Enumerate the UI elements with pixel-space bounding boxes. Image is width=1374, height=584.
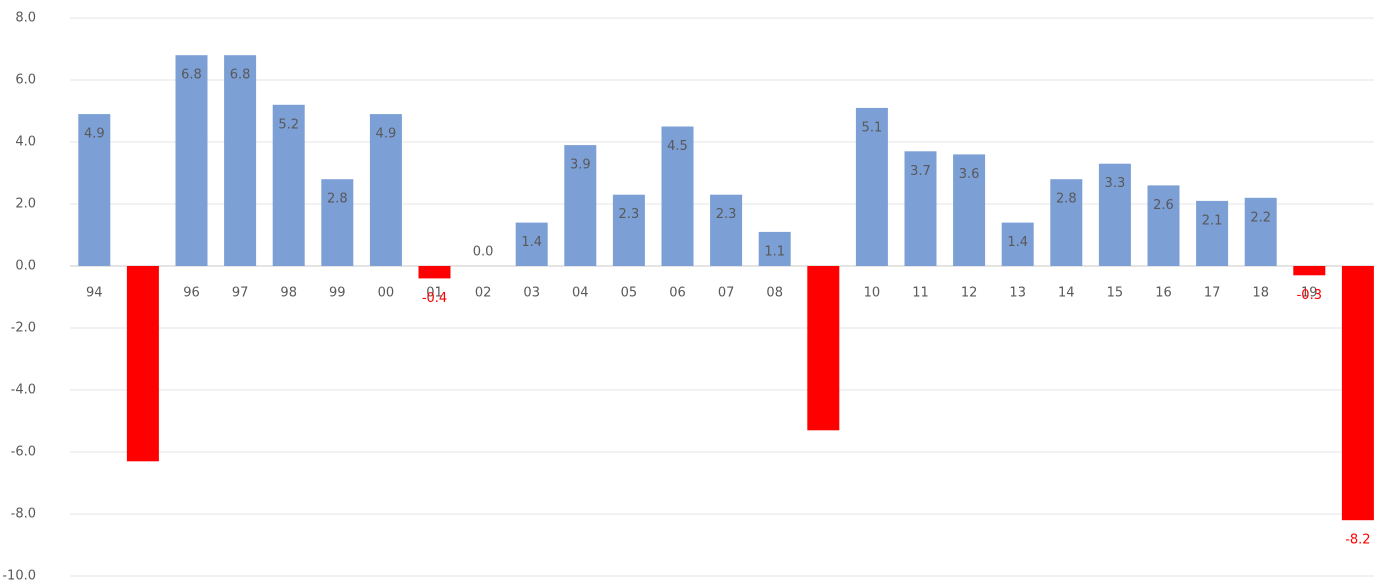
data-label: 2.8 (1056, 192, 1077, 207)
x-tick-label: 94 (86, 286, 103, 301)
data-label: 4.9 (376, 127, 397, 142)
data-label: 1.4 (1007, 235, 1028, 250)
bar (1098, 163, 1131, 266)
bar (1001, 222, 1034, 266)
x-tick-label: 06 (669, 286, 686, 301)
x-tick-label: 19 (1301, 286, 1318, 301)
bar (1293, 266, 1326, 276)
x-tick-label: 18 (1252, 286, 1269, 301)
data-label: 3.6 (959, 167, 980, 182)
x-tick-label: 17 (1204, 286, 1221, 301)
data-label: 6.8 (181, 68, 202, 83)
bar (78, 114, 111, 266)
bar (272, 104, 305, 266)
data-label: 1.4 (521, 235, 542, 250)
y-tick-label: 6.0 (15, 73, 36, 88)
bar (321, 179, 354, 266)
data-label: 4.9 (84, 127, 105, 142)
bar (710, 194, 743, 266)
y-tick-label: -2.0 (11, 321, 36, 336)
bar (515, 222, 548, 266)
data-label: 2.3 (619, 207, 640, 222)
x-tick-label: 11 (912, 286, 929, 301)
y-tick-label: -4.0 (11, 383, 36, 398)
y-tick-label: 2.0 (15, 197, 36, 212)
data-label: 3.9 (570, 158, 591, 173)
y-tick-label: 4.0 (15, 135, 36, 150)
x-tick-label: 12 (961, 286, 978, 301)
bar (1244, 197, 1277, 266)
x-tick-label: 08 (766, 286, 783, 301)
bar (807, 266, 840, 431)
x-tick-label: 97 (232, 286, 249, 301)
data-label: 2.6 (1153, 198, 1174, 213)
bar (418, 266, 451, 279)
data-label: -0.3 (1297, 288, 1322, 303)
bar (855, 107, 888, 267)
x-tick-label: 14 (1058, 286, 1075, 301)
data-label: 4.5 (667, 139, 688, 154)
bar (1050, 179, 1083, 266)
x-tick-label: 96 (183, 286, 200, 301)
bar (224, 55, 257, 267)
y-tick-label: -8.0 (11, 507, 36, 522)
data-label: 1.1 (764, 244, 785, 259)
x-tick-label: 07 (718, 286, 735, 301)
data-label: 3.7 (910, 164, 931, 179)
bar (126, 266, 159, 462)
bar (661, 126, 694, 266)
x-tick-label: 04 (572, 286, 589, 301)
bar (369, 114, 402, 266)
bar (564, 145, 597, 266)
x-tick-label: 10 (864, 286, 881, 301)
x-tick-label: 00 (378, 286, 395, 301)
x-tick-label: 98 (280, 286, 297, 301)
data-label: -0.4 (422, 291, 447, 306)
data-label: 5.2 (278, 117, 299, 132)
data-label: 3.3 (1105, 176, 1126, 191)
x-tick-label: 16 (1155, 286, 1172, 301)
y-tick-label: -10.0 (2, 569, 36, 584)
y-tick-label: -6.0 (11, 445, 36, 460)
data-label: 2.2 (1250, 210, 1271, 225)
x-tick-label: 05 (621, 286, 638, 301)
y-tick-label: 8.0 (15, 11, 36, 26)
x-tick-label: 02 (475, 286, 492, 301)
data-label: 2.1 (1202, 213, 1223, 228)
bar (175, 55, 208, 267)
bar (612, 194, 645, 266)
data-label: 0.0 (473, 245, 494, 260)
bar (1196, 200, 1229, 266)
bar (1147, 185, 1180, 266)
data-label: 5.1 (862, 120, 883, 135)
x-tick-label: 99 (329, 286, 346, 301)
bar (904, 151, 937, 266)
data-label: 6.8 (230, 68, 251, 83)
data-label: 2.8 (327, 192, 348, 207)
y-tick-label: 0.0 (15, 259, 36, 274)
data-label: 2.3 (716, 207, 737, 222)
x-tick-label: 03 (523, 286, 540, 301)
x-tick-label: 13 (1009, 286, 1026, 301)
bar (953, 154, 986, 266)
bar (758, 231, 791, 266)
bar (1341, 266, 1374, 521)
x-tick-label: 01 (426, 286, 443, 301)
data-label: -8.2 (1345, 533, 1370, 548)
x-tick-label: 15 (1107, 286, 1124, 301)
